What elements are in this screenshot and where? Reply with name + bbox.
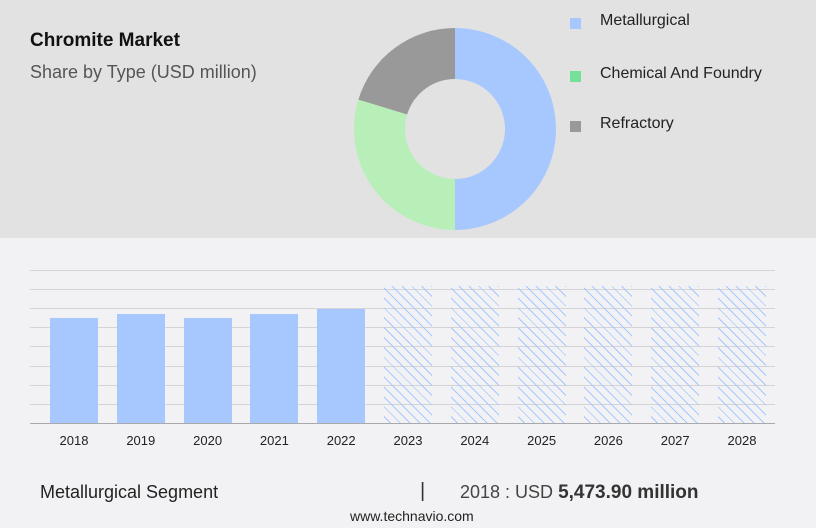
- donut-slice-refractory: [358, 28, 455, 115]
- gridline: [30, 270, 775, 271]
- bar-chart: 2018 2019 2020 2021 2022 2023 2024 2025 2026 2027…: [0, 238, 816, 458]
- bar-2026: [584, 285, 633, 423]
- value-prefix: 2018 : USD: [460, 482, 559, 502]
- legend-swatch-icon: [570, 18, 581, 29]
- legend-label: Metallurgical: [600, 12, 690, 29]
- donut-chart: [354, 28, 556, 230]
- bar-2025: [517, 285, 566, 423]
- segment-label: Metallurgical Segment: [40, 482, 219, 502]
- x-tick-label: 2026: [593, 433, 623, 448]
- chart-title: Chromite Market: [30, 30, 180, 51]
- bar-2018: [50, 318, 98, 423]
- x-tick-label: 2020: [193, 433, 223, 448]
- legend-swatch-icon: [570, 71, 581, 82]
- chart-subtitle: Share by Type (USD million): [30, 62, 257, 82]
- bar-2021: [250, 313, 299, 423]
- bar-2024: [450, 285, 499, 423]
- donut-slice-metallurgical: [455, 28, 556, 230]
- summary-panel: Chromite Market Share by Type (USD milli…: [0, 0, 816, 238]
- bar-2023: [384, 285, 432, 423]
- x-axis: [30, 423, 775, 424]
- bar-2027: [651, 285, 700, 423]
- segment-value: 2018 : USD 5,473.90 million: [460, 482, 699, 504]
- bar-2022: [317, 309, 366, 423]
- x-tick-label: 2018: [59, 433, 89, 448]
- bar-2028: [718, 285, 766, 423]
- donut-slice-chemical-and-foundry: [354, 99, 455, 230]
- legend-label: Chemical And Foundry: [600, 65, 762, 82]
- bar-2020: [183, 318, 232, 423]
- x-tick-label: 2023: [393, 433, 423, 448]
- x-tick-label: 2022: [326, 433, 356, 448]
- x-tick-label: 2025: [527, 433, 557, 448]
- x-tick-label: 2028: [727, 433, 757, 448]
- x-tick-label: 2019: [126, 433, 156, 448]
- value-amount: 5,473.90 million: [558, 482, 699, 503]
- legend-label: Refractory: [600, 115, 674, 132]
- x-tick-label: 2027: [660, 433, 690, 448]
- source-url: www.technavio.com: [350, 508, 474, 524]
- divider: |: [420, 480, 426, 502]
- legend-swatch-icon: [570, 121, 581, 132]
- x-tick-label: 2024: [460, 433, 490, 448]
- bar-2019: [116, 314, 165, 423]
- x-tick-label: 2021: [259, 433, 289, 448]
